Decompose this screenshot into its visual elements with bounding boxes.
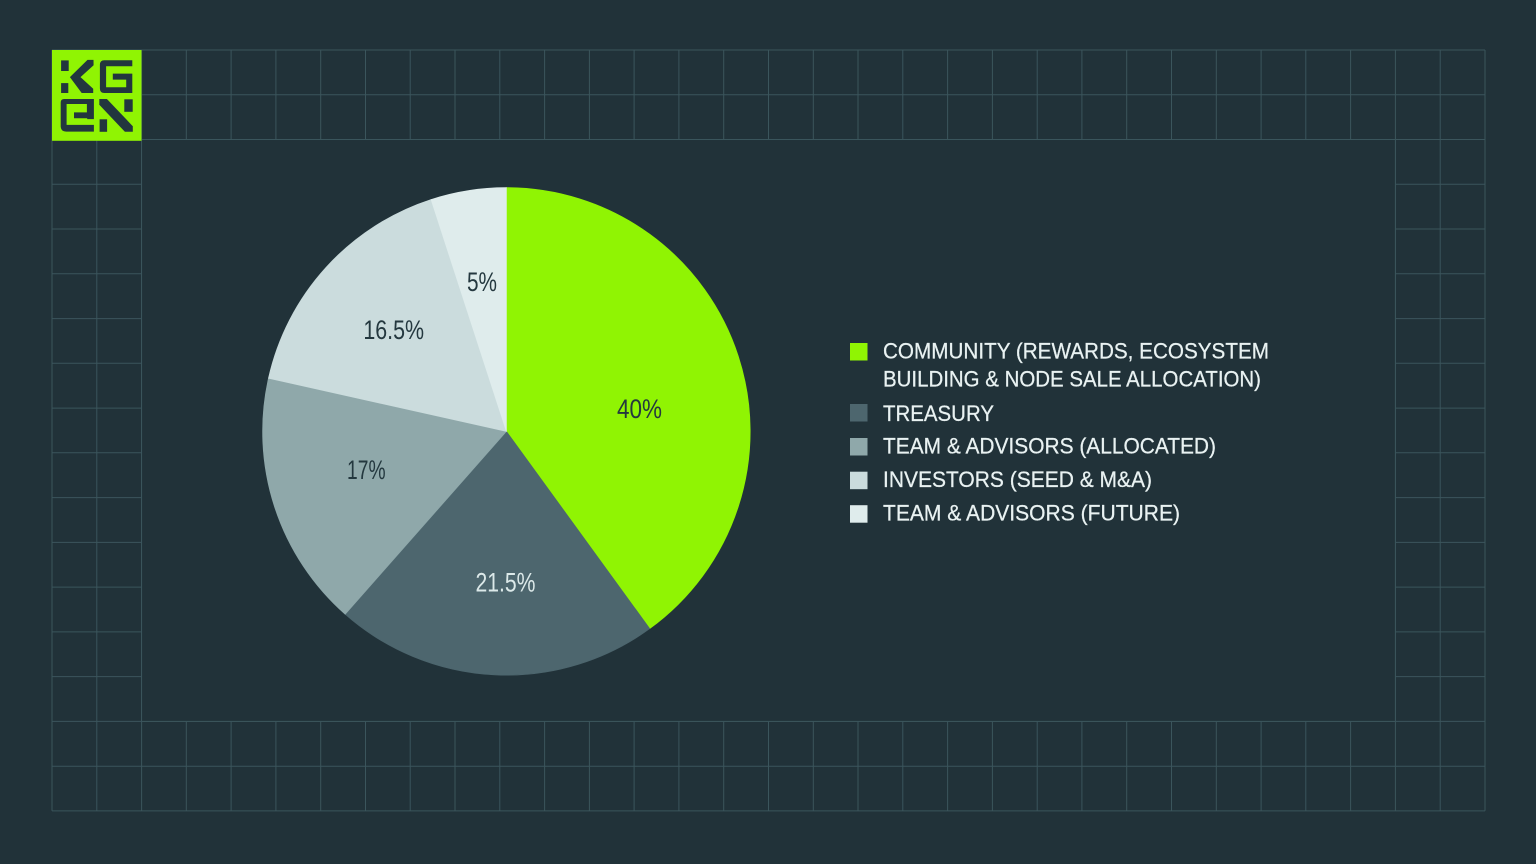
svg-text:17%: 17% bbox=[347, 455, 386, 485]
svg-text:TREASURY: TREASURY bbox=[883, 401, 994, 426]
svg-text:16.5%: 16.5% bbox=[363, 315, 424, 345]
svg-text:21.5%: 21.5% bbox=[476, 568, 536, 598]
svg-text:INVESTORS (SEED & M&A): INVESTORS (SEED & M&A) bbox=[883, 467, 1152, 492]
svg-text:40%: 40% bbox=[617, 394, 662, 424]
svg-text:TEAM & ADVISORS (ALLOCATED): TEAM & ADVISORS (ALLOCATED) bbox=[883, 434, 1216, 459]
svg-text:COMMUNITY (REWARDS, ECOSYSTEM: COMMUNITY (REWARDS, ECOSYSTEM bbox=[883, 339, 1269, 364]
svg-text:TEAM & ADVISORS (FUTURE): TEAM & ADVISORS (FUTURE) bbox=[883, 501, 1180, 526]
svg-text:5%: 5% bbox=[467, 267, 497, 297]
svg-text:BUILDING & NODE SALE ALLOCATIO: BUILDING & NODE SALE ALLOCATION) bbox=[883, 367, 1261, 392]
